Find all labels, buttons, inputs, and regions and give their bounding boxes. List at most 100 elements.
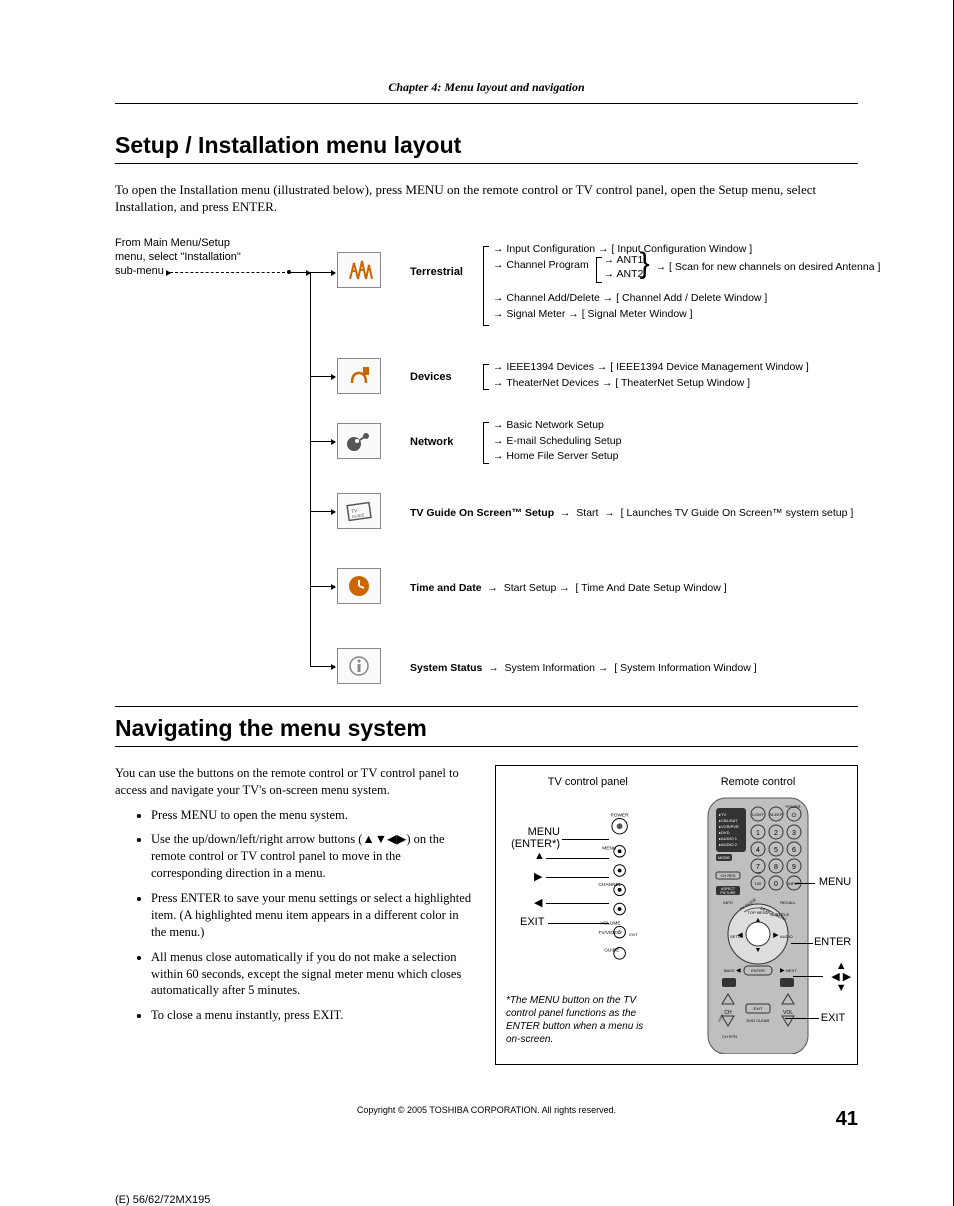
svg-text:BACK: BACK [724,968,735,973]
svg-text:◀: ◀ [736,968,741,974]
remote-callout-exit: EXIT [821,1012,845,1024]
svg-text:INFO: INFO [723,900,733,905]
network-line-1: → E-mail Scheduling Setup [493,434,621,450]
svg-text:ENTER: ENTER [751,968,765,973]
diagram-entry-line1: From Main Menu/Setup [115,236,275,250]
svg-text:TOP MENU: TOP MENU [748,910,769,915]
svg-text:⏻: ⏻ [618,930,622,936]
nav-bullet-list: Press MENU to open the menu system. Use … [115,807,475,1025]
svg-text:7: 7 [756,864,760,871]
nav-bullet-4: To close a menu instantly, press EXIT. [151,1007,475,1024]
remote-illustration: ▸TV ▸CBL/SAT ▸VCR/PVR ▸DVD ▸AUDIO 1 ▸AUD… [698,794,818,1054]
svg-text:0: 0 [774,881,778,888]
remote-callout-enter: ENTER [814,936,851,948]
svg-text:DVD CLEAR: DVD CLEAR [747,1018,770,1023]
svg-text:4: 4 [756,847,760,854]
tv-callout-right: ▶ [534,870,542,883]
terrestrial-line-2: → Channel Add/Delete → [ Channel Add / D… [493,291,767,307]
svg-text:EXIT: EXIT [754,1006,763,1011]
devices-line-1: → TheaterNet Devices → [ TheaterNet Setu… [493,376,809,392]
svg-text:PICTURE: PICTURE [720,891,736,895]
page-number: 41 [836,1108,858,1131]
svg-text:▲: ▲ [755,917,762,924]
devices-icon [337,358,381,394]
tv-callout-menu: MENU [510,826,560,838]
svg-text:1: 1 [756,830,760,837]
svg-text:VOL: VOL [783,1010,793,1016]
svg-text:RECALL: RECALL [780,900,796,905]
tv-panel-title: TV control panel [506,776,670,788]
remote-title: Remote control [673,776,844,788]
svg-text:3: 3 [792,830,796,837]
svg-text:CH RTN: CH RTN [722,1034,737,1039]
svg-text:100: 100 [755,881,762,886]
svg-text:LIGHT: LIGHT [752,812,764,817]
svg-text:SLEEP: SLEEP [770,812,783,817]
nav-bullet-0: Press MENU to open the menu system. [151,807,475,824]
svg-text:2: 2 [774,830,778,837]
tvguide-row: TV Guide On Screen™ Setup → Start → [ La… [410,507,853,519]
svg-text:+10: +10 [755,871,760,875]
panel-footnote: *The MENU button on the TV control panel… [506,994,656,1046]
remote-callout-menu: MENU [819,876,851,888]
terrestrial-icon [337,252,381,288]
svg-text:CH: CH [724,1010,732,1016]
copyright: Copyright © 2005 TOSHIBA CORPORATION. Al… [115,1105,858,1115]
svg-text:▸TV: ▸TV [719,812,726,817]
svg-text:CHANNEL: CHANNEL [598,882,621,888]
nav-bullet-3: All menus close automatically if you do … [151,949,475,1000]
svg-text:⏻: ⏻ [792,812,797,819]
tvguide-icon: TVGUIDE [337,493,381,529]
section2-title: Navigating the menu system [115,706,858,747]
section1-intro: To open the Installation menu (illustrat… [115,182,858,216]
svg-text:9: 9 [792,864,796,871]
svg-text:NEXT: NEXT [786,968,797,973]
section1-title: Setup / Installation menu layout [115,132,858,164]
svg-text:▶: ▶ [773,932,779,939]
network-line-0: → Basic Network Setup [493,418,621,434]
svg-text:8: 8 [774,864,778,871]
svg-text:▸DVD: ▸DVD [719,830,730,835]
document-id: (E) 56/62/72MX195 [115,1194,210,1206]
chapter-header: Chapter 4: Menu layout and navigation [115,80,858,104]
tv-panel-illustration: POWER MENU CHANNEL VOLUME TV/VIDEO ⏻ EXI… [506,794,670,974]
svg-text:CH RES: CH RES [720,873,735,878]
network-label: Network [410,436,453,448]
svg-text:AUDIO: AUDIO [780,934,793,939]
nav-bullet-1: Use the up/down/left/right arrow buttons… [151,831,475,882]
svg-text:◀: ◀ [737,932,743,939]
devices-line-0: → IEEE1394 Devices → [ IEEE1394 Device M… [493,360,809,376]
svg-text:5: 5 [774,847,778,854]
timedate-icon [337,568,381,604]
nav-intro: You can use the buttons on the remote co… [115,765,475,799]
svg-text:▼: ▼ [755,947,762,954]
svg-text:▸AUDIO 2: ▸AUDIO 2 [719,842,738,847]
svg-text:MODE: MODE [718,855,730,860]
tv-callout-left: ◀ [534,896,542,909]
tv-callout-enter: (ENTER*) [510,838,560,850]
devices-label: Devices [410,371,452,383]
timedate-row: Time and Date → Start Setup → [ Time And… [410,582,727,594]
svg-text:▸AUDIO 1: ▸AUDIO 1 [719,836,738,841]
network-icon [337,423,381,459]
terrestrial-label: Terrestrial [410,266,463,278]
control-panels-figure: TV control panel POWER MENU CHANNEL VOLU… [495,765,858,1065]
svg-text:6: 6 [792,847,796,854]
systemstatus-row: System Status → System Information → [ S… [410,662,757,674]
svg-text:EXIT: EXIT [629,933,638,937]
svg-text:POWER: POWER [611,812,630,818]
svg-text:▶: ▶ [780,968,785,974]
svg-text:▸CBL/SAT: ▸CBL/SAT [719,818,738,823]
tv-callout-exit: EXIT [520,916,544,928]
terrestrial-line-1: → Channel Program → ANT1 → ANT2 } → [ Sc… [493,258,767,274]
svg-text:▸VCR/PVR: ▸VCR/PVR [719,824,739,829]
remote-callout-arrows: ▲◀ ▶▼ [831,961,851,994]
systemstatus-icon [337,648,381,684]
svg-text:SUBTITLE: SUBTITLE [770,912,789,917]
installation-menu-diagram: From Main Menu/Setup menu, select "Insta… [115,236,858,696]
diagram-entry-line3: sub-menu [115,265,164,277]
diagram-entry-line2: menu, select "Installation" [115,250,275,264]
network-line-2: → Home File Server Setup [493,449,621,465]
tv-callout-up: ▲ [534,850,545,862]
terrestrial-line-3: → Signal Meter → [ Signal Meter Window ] [493,307,767,323]
